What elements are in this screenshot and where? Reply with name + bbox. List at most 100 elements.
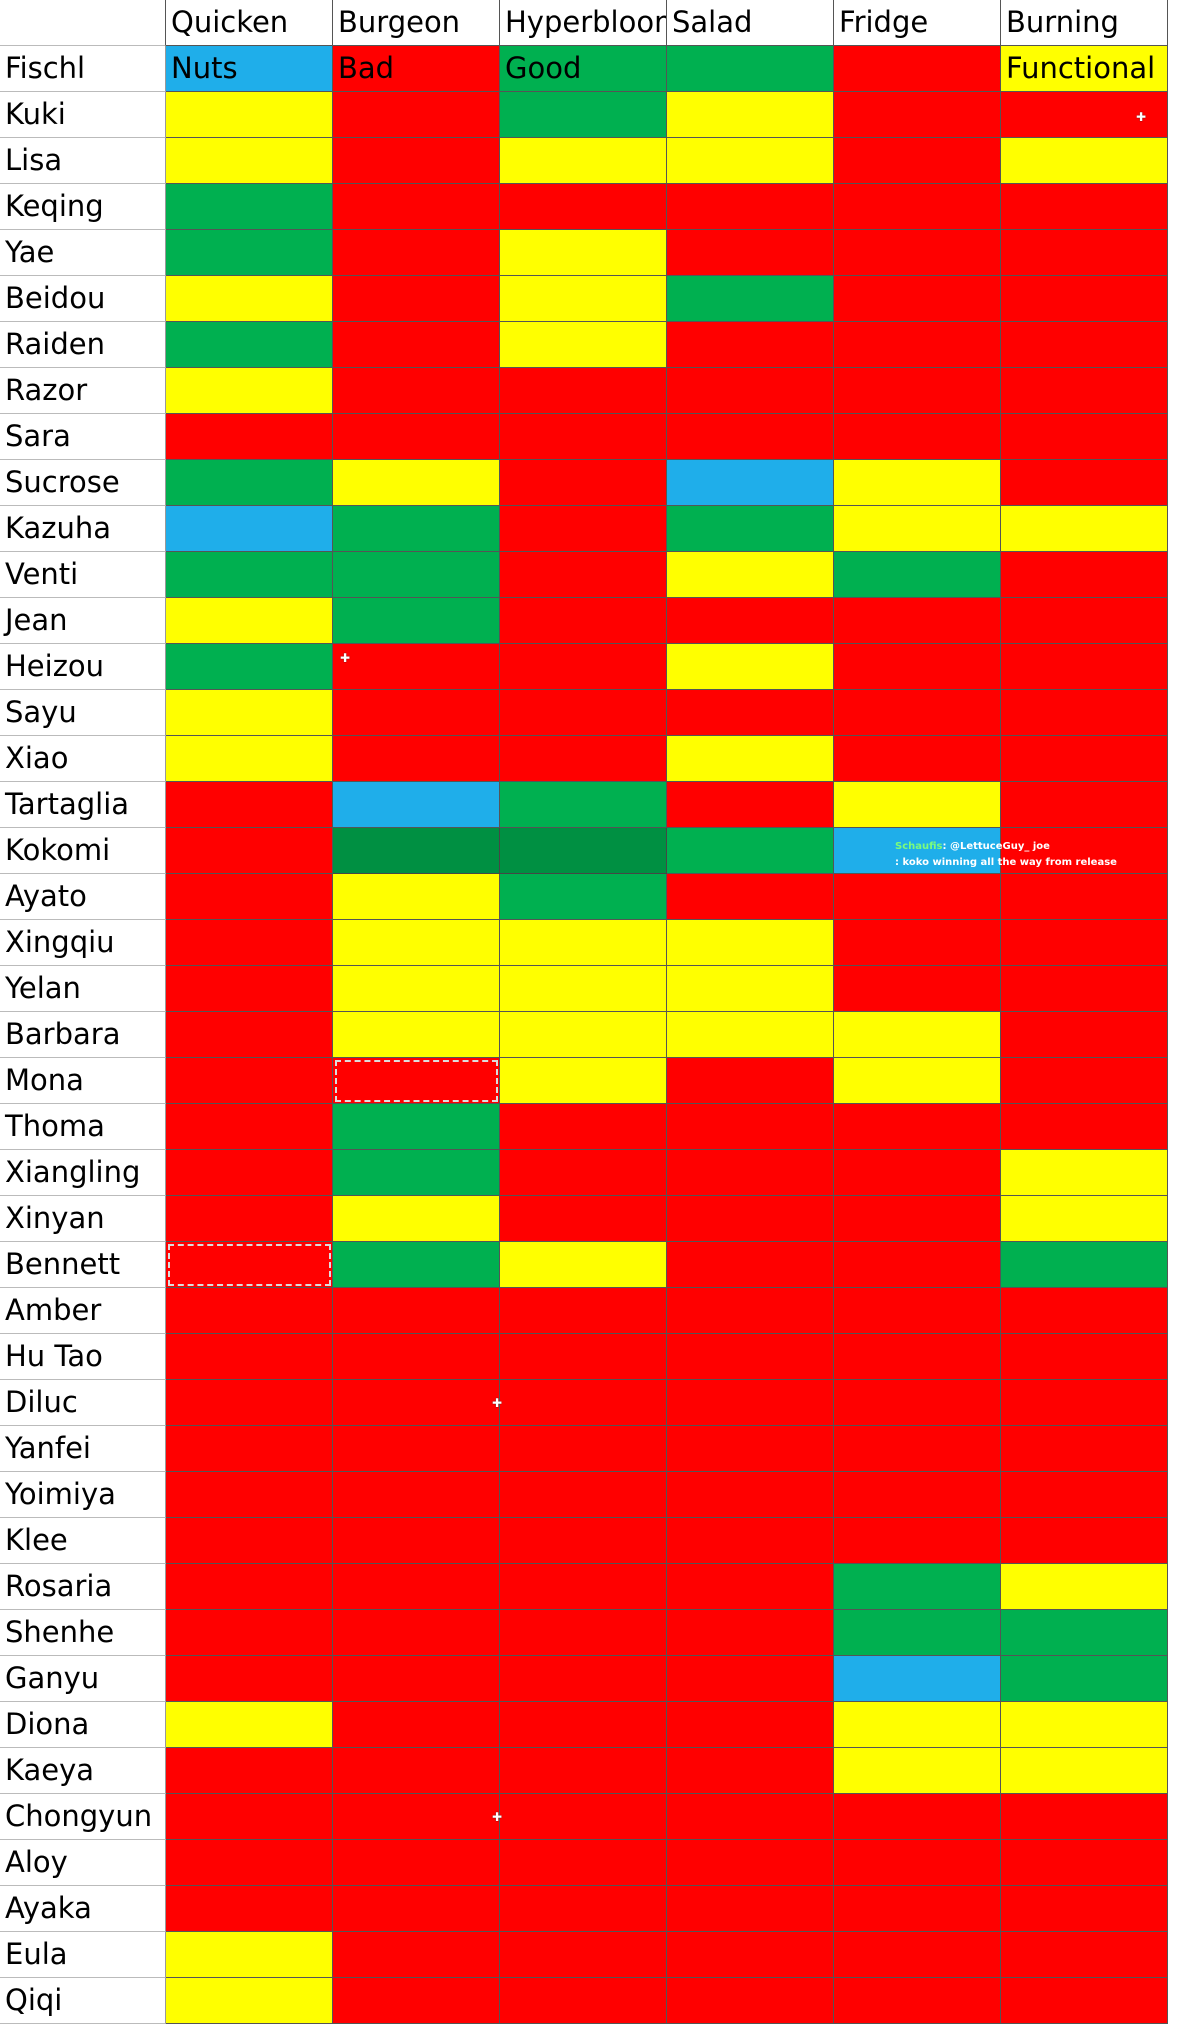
rating-cell[interactable]	[834, 230, 1001, 276]
rating-cell[interactable]	[667, 1932, 834, 1978]
rating-cell[interactable]	[333, 1978, 500, 2024]
rating-cell[interactable]	[834, 1610, 1001, 1656]
rating-cell[interactable]	[834, 736, 1001, 782]
rating-cell[interactable]	[667, 1196, 834, 1242]
rating-cell[interactable]	[500, 644, 667, 690]
rating-cell[interactable]	[333, 920, 500, 966]
rating-cell[interactable]	[667, 1288, 834, 1334]
rating-cell[interactable]	[166, 506, 333, 552]
rating-cell[interactable]	[1001, 414, 1168, 460]
rating-cell[interactable]	[1001, 736, 1168, 782]
rating-cell[interactable]	[333, 1518, 500, 1564]
rating-cell[interactable]	[500, 598, 667, 644]
rating-cell[interactable]	[1001, 368, 1168, 414]
rating-cell[interactable]	[166, 690, 333, 736]
rating-cell[interactable]	[500, 1472, 667, 1518]
rating-cell[interactable]	[500, 138, 667, 184]
rating-cell[interactable]	[1001, 1242, 1168, 1288]
rating-cell[interactable]	[834, 1656, 1001, 1702]
rating-cell[interactable]	[834, 1012, 1001, 1058]
rating-cell[interactable]	[166, 1748, 333, 1794]
rating-cell[interactable]	[166, 1978, 333, 2024]
rating-cell[interactable]	[500, 1564, 667, 1610]
rating-cell[interactable]	[166, 874, 333, 920]
rating-cell[interactable]	[1001, 184, 1168, 230]
rating-cell[interactable]	[333, 1794, 500, 1840]
rating-cell[interactable]	[500, 1748, 667, 1794]
rating-cell[interactable]	[333, 1058, 500, 1104]
rating-cell[interactable]	[166, 1886, 333, 1932]
rating-cell[interactable]	[333, 1288, 500, 1334]
rating-cell[interactable]	[500, 92, 667, 138]
rating-cell[interactable]	[834, 1518, 1001, 1564]
rating-cell[interactable]	[667, 644, 834, 690]
rating-cell[interactable]	[166, 1518, 333, 1564]
rating-cell[interactable]	[500, 460, 667, 506]
rating-cell[interactable]	[333, 1932, 500, 1978]
rating-cell[interactable]	[834, 1058, 1001, 1104]
rating-cell[interactable]	[500, 1656, 667, 1702]
rating-cell[interactable]	[166, 1794, 333, 1840]
rating-cell[interactable]	[333, 506, 500, 552]
rating-cell[interactable]	[667, 506, 834, 552]
rating-cell[interactable]	[500, 1288, 667, 1334]
rating-cell[interactable]	[667, 1610, 834, 1656]
rating-cell[interactable]	[333, 1472, 500, 1518]
rating-cell[interactable]	[333, 368, 500, 414]
rating-cell[interactable]	[834, 184, 1001, 230]
rating-cell[interactable]	[1001, 1932, 1168, 1978]
rating-cell[interactable]	[667, 138, 834, 184]
rating-cell[interactable]	[333, 782, 500, 828]
rating-cell[interactable]	[333, 874, 500, 920]
rating-cell[interactable]	[667, 460, 834, 506]
rating-cell[interactable]	[1001, 92, 1168, 138]
rating-cell[interactable]	[834, 1702, 1001, 1748]
rating-cell[interactable]	[834, 1104, 1001, 1150]
rating-cell[interactable]	[667, 1380, 834, 1426]
rating-cell[interactable]	[834, 1334, 1001, 1380]
rating-cell[interactable]	[1001, 1058, 1168, 1104]
rating-cell[interactable]	[333, 1840, 500, 1886]
rating-cell[interactable]	[667, 1242, 834, 1288]
rating-cell[interactable]	[834, 92, 1001, 138]
rating-cell[interactable]	[1001, 1840, 1168, 1886]
rating-cell[interactable]	[333, 1242, 500, 1288]
rating-cell[interactable]	[1001, 644, 1168, 690]
rating-cell[interactable]	[1001, 690, 1168, 736]
rating-cell[interactable]	[667, 1104, 834, 1150]
rating-cell[interactable]	[1001, 1702, 1168, 1748]
rating-cell[interactable]	[166, 1242, 333, 1288]
rating-cell[interactable]	[333, 598, 500, 644]
rating-cell[interactable]	[500, 920, 667, 966]
rating-cell[interactable]	[166, 92, 333, 138]
rating-cell[interactable]	[1001, 230, 1168, 276]
rating-cell[interactable]	[1001, 460, 1168, 506]
rating-cell[interactable]	[667, 920, 834, 966]
rating-cell[interactable]	[500, 1518, 667, 1564]
rating-cell[interactable]	[834, 1932, 1001, 1978]
rating-cell[interactable]	[667, 874, 834, 920]
rating-cell[interactable]	[333, 1656, 500, 1702]
rating-cell[interactable]	[166, 1472, 333, 1518]
rating-cell[interactable]	[834, 138, 1001, 184]
rating-cell[interactable]	[333, 552, 500, 598]
rating-cell[interactable]	[166, 1610, 333, 1656]
rating-cell[interactable]	[166, 1426, 333, 1472]
rating-cell[interactable]: Functional	[1001, 46, 1168, 92]
rating-cell[interactable]	[333, 414, 500, 460]
rating-cell[interactable]	[166, 322, 333, 368]
rating-cell[interactable]	[667, 1334, 834, 1380]
rating-cell[interactable]	[1001, 506, 1168, 552]
rating-cell[interactable]	[834, 644, 1001, 690]
rating-cell[interactable]	[667, 690, 834, 736]
rating-cell[interactable]	[333, 1012, 500, 1058]
rating-cell[interactable]	[667, 1840, 834, 1886]
rating-cell[interactable]	[333, 276, 500, 322]
rating-cell[interactable]	[500, 1150, 667, 1196]
rating-cell[interactable]	[834, 368, 1001, 414]
rating-cell[interactable]	[166, 782, 333, 828]
rating-cell[interactable]	[333, 736, 500, 782]
rating-cell[interactable]	[1001, 138, 1168, 184]
rating-cell[interactable]	[500, 1012, 667, 1058]
rating-cell[interactable]	[667, 552, 834, 598]
